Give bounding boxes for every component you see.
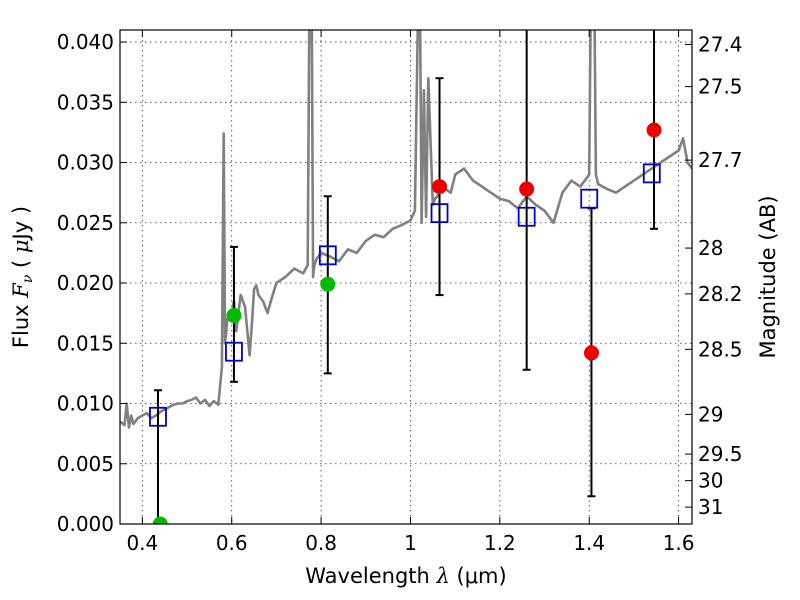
model-box-marker bbox=[580, 188, 599, 209]
y-tick-label: 0.040 bbox=[57, 30, 114, 54]
observed-point-red bbox=[519, 181, 535, 197]
y-tick-label: 0.035 bbox=[57, 90, 114, 114]
y2-tick-label: 31 bbox=[698, 495, 723, 519]
model-box-marker bbox=[430, 203, 449, 224]
observed-photometry-points bbox=[152, 122, 662, 524]
error-bars bbox=[153, 30, 659, 524]
x-axis-ticks: 0.4 0.6 0.8 1 1.2 1.4 1.6 bbox=[126, 30, 695, 555]
plot-frame bbox=[119, 29, 693, 525]
observed-point-green bbox=[226, 308, 242, 324]
grid bbox=[120, 30, 692, 525]
model-box-marker bbox=[149, 406, 167, 427]
observed-point-red bbox=[646, 122, 662, 138]
y-axis-label: Flux Fν ( μJy ) bbox=[9, 206, 36, 348]
x-tick-label: 0.6 bbox=[216, 531, 248, 555]
model-box-marker bbox=[225, 341, 243, 362]
spectrum-line bbox=[120, 30, 692, 429]
model-photometry-boxes bbox=[149, 163, 661, 427]
x-tick-label: 1.2 bbox=[484, 531, 516, 555]
x-tick-label: 0.4 bbox=[126, 531, 158, 555]
x-tick-label: 0.8 bbox=[305, 531, 337, 555]
y2-tick-label: 28.2 bbox=[698, 282, 743, 306]
y2-tick-label: 27.7 bbox=[698, 148, 743, 172]
y2-tick-label: 29.5 bbox=[698, 442, 743, 466]
y2-tick-label: 29 bbox=[698, 402, 723, 426]
y-tick-label: 0.030 bbox=[57, 151, 114, 175]
y2-tick-label: 28.5 bbox=[698, 337, 743, 361]
y2-tick-label: 27.5 bbox=[698, 75, 743, 99]
y-tick-label: 0.000 bbox=[57, 512, 114, 536]
y2-tick-label: 27.4 bbox=[698, 32, 743, 56]
y-axis-ticks: 0.000 0.005 0.010 0.015 0.020 0.025 0.030 0.035… bbox=[57, 30, 127, 536]
observed-point-green bbox=[152, 516, 168, 524]
y-tick-label: 0.025 bbox=[57, 211, 114, 235]
model-box-marker bbox=[517, 206, 536, 227]
x-tick-label: 1 bbox=[404, 531, 417, 555]
observed-point-red bbox=[583, 345, 599, 361]
y-tick-label: 0.015 bbox=[57, 331, 114, 355]
y-tick-label: 0.005 bbox=[57, 452, 114, 476]
x-tick-label: 1.6 bbox=[663, 531, 695, 555]
observed-point-red bbox=[432, 179, 448, 195]
observed-point-green bbox=[320, 276, 336, 292]
y-tick-label: 0.020 bbox=[57, 271, 114, 295]
y-tick-label: 0.010 bbox=[57, 392, 114, 416]
x-axis-label: Wavelength λ (μm) bbox=[305, 564, 506, 588]
y2-tick-label: 30 bbox=[698, 469, 723, 493]
y2-tick-label: 28 bbox=[698, 236, 723, 260]
y2-axis-label: Magnitude (AB) bbox=[756, 195, 780, 358]
model-spectrum bbox=[120, 30, 692, 429]
model-box-marker bbox=[642, 163, 661, 184]
model-box-marker bbox=[318, 245, 337, 266]
x-tick-label: 1.4 bbox=[573, 531, 605, 555]
